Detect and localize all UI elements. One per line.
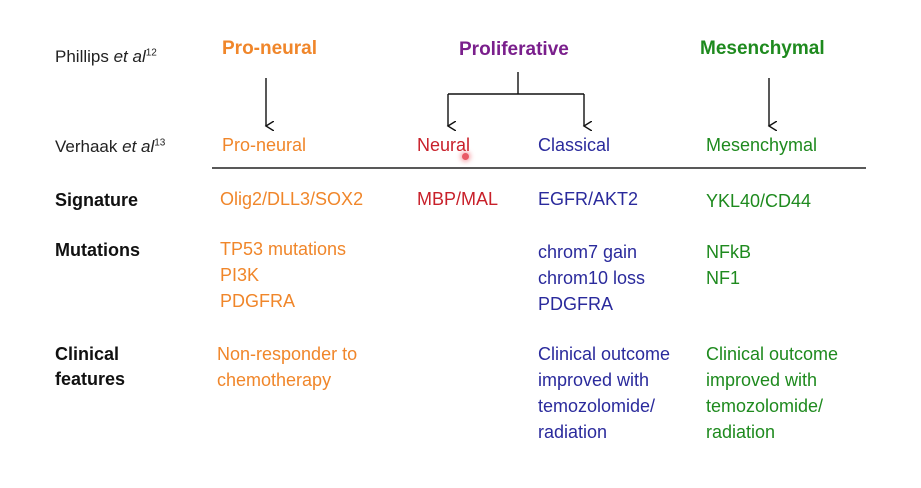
phillips-source-label: Phillips et al12 bbox=[55, 47, 157, 67]
verhaak-name: Verhaak bbox=[55, 137, 123, 156]
verhaak-mesenchymal: Mesenchymal bbox=[706, 135, 818, 155]
laser-pointer-dot bbox=[462, 153, 469, 160]
mutations-classical: chrom7 gain chrom10 loss PDGFRA bbox=[538, 242, 646, 314]
verhaak-source-label: Verhaak et al13 bbox=[55, 137, 165, 157]
phillips-name: Phillips bbox=[55, 47, 114, 66]
signature-pro-neural: Olig2/DLL3/SOX2 bbox=[220, 189, 364, 209]
verhaak-neural: Neural bbox=[417, 135, 471, 155]
phillips-proliferative: Proliferative bbox=[459, 39, 569, 60]
clinical-mesenchymal: Clinical outcome improved with temozolom… bbox=[706, 344, 839, 442]
clinical-classical: Clinical outcome improved with temozolom… bbox=[538, 344, 671, 442]
phillips-ref: 12 bbox=[145, 47, 157, 59]
mutations-pro-neural: TP53 mutations PI3K PDGFRA bbox=[220, 239, 347, 311]
verhaak-pro-neural: Pro-neural bbox=[222, 135, 307, 155]
signature-classical: EGFR/AKT2 bbox=[538, 189, 639, 209]
verhaak-ref: 13 bbox=[154, 137, 166, 149]
signature-neural: MBP/MAL bbox=[417, 189, 499, 209]
row-label-mutations: Mutations bbox=[55, 240, 140, 260]
phillips-mesenchymal: Mesenchymal bbox=[700, 38, 825, 59]
mutations-mesenchymal: NFkB NF1 bbox=[706, 242, 751, 288]
signature-mesenchymal: YKL40/CD44 bbox=[706, 191, 812, 211]
verhaak-classical: Classical bbox=[538, 135, 611, 155]
row-label-clinical: Clinical features bbox=[55, 344, 126, 389]
phillips-pro-neural: Pro-neural bbox=[222, 38, 318, 59]
phillips-etal: et al bbox=[113, 47, 146, 66]
clinical-pro-neural: Non-responder to chemotherapy bbox=[217, 344, 358, 390]
row-label-signature: Signature bbox=[55, 190, 139, 210]
verhaak-etal: et al bbox=[122, 137, 155, 156]
